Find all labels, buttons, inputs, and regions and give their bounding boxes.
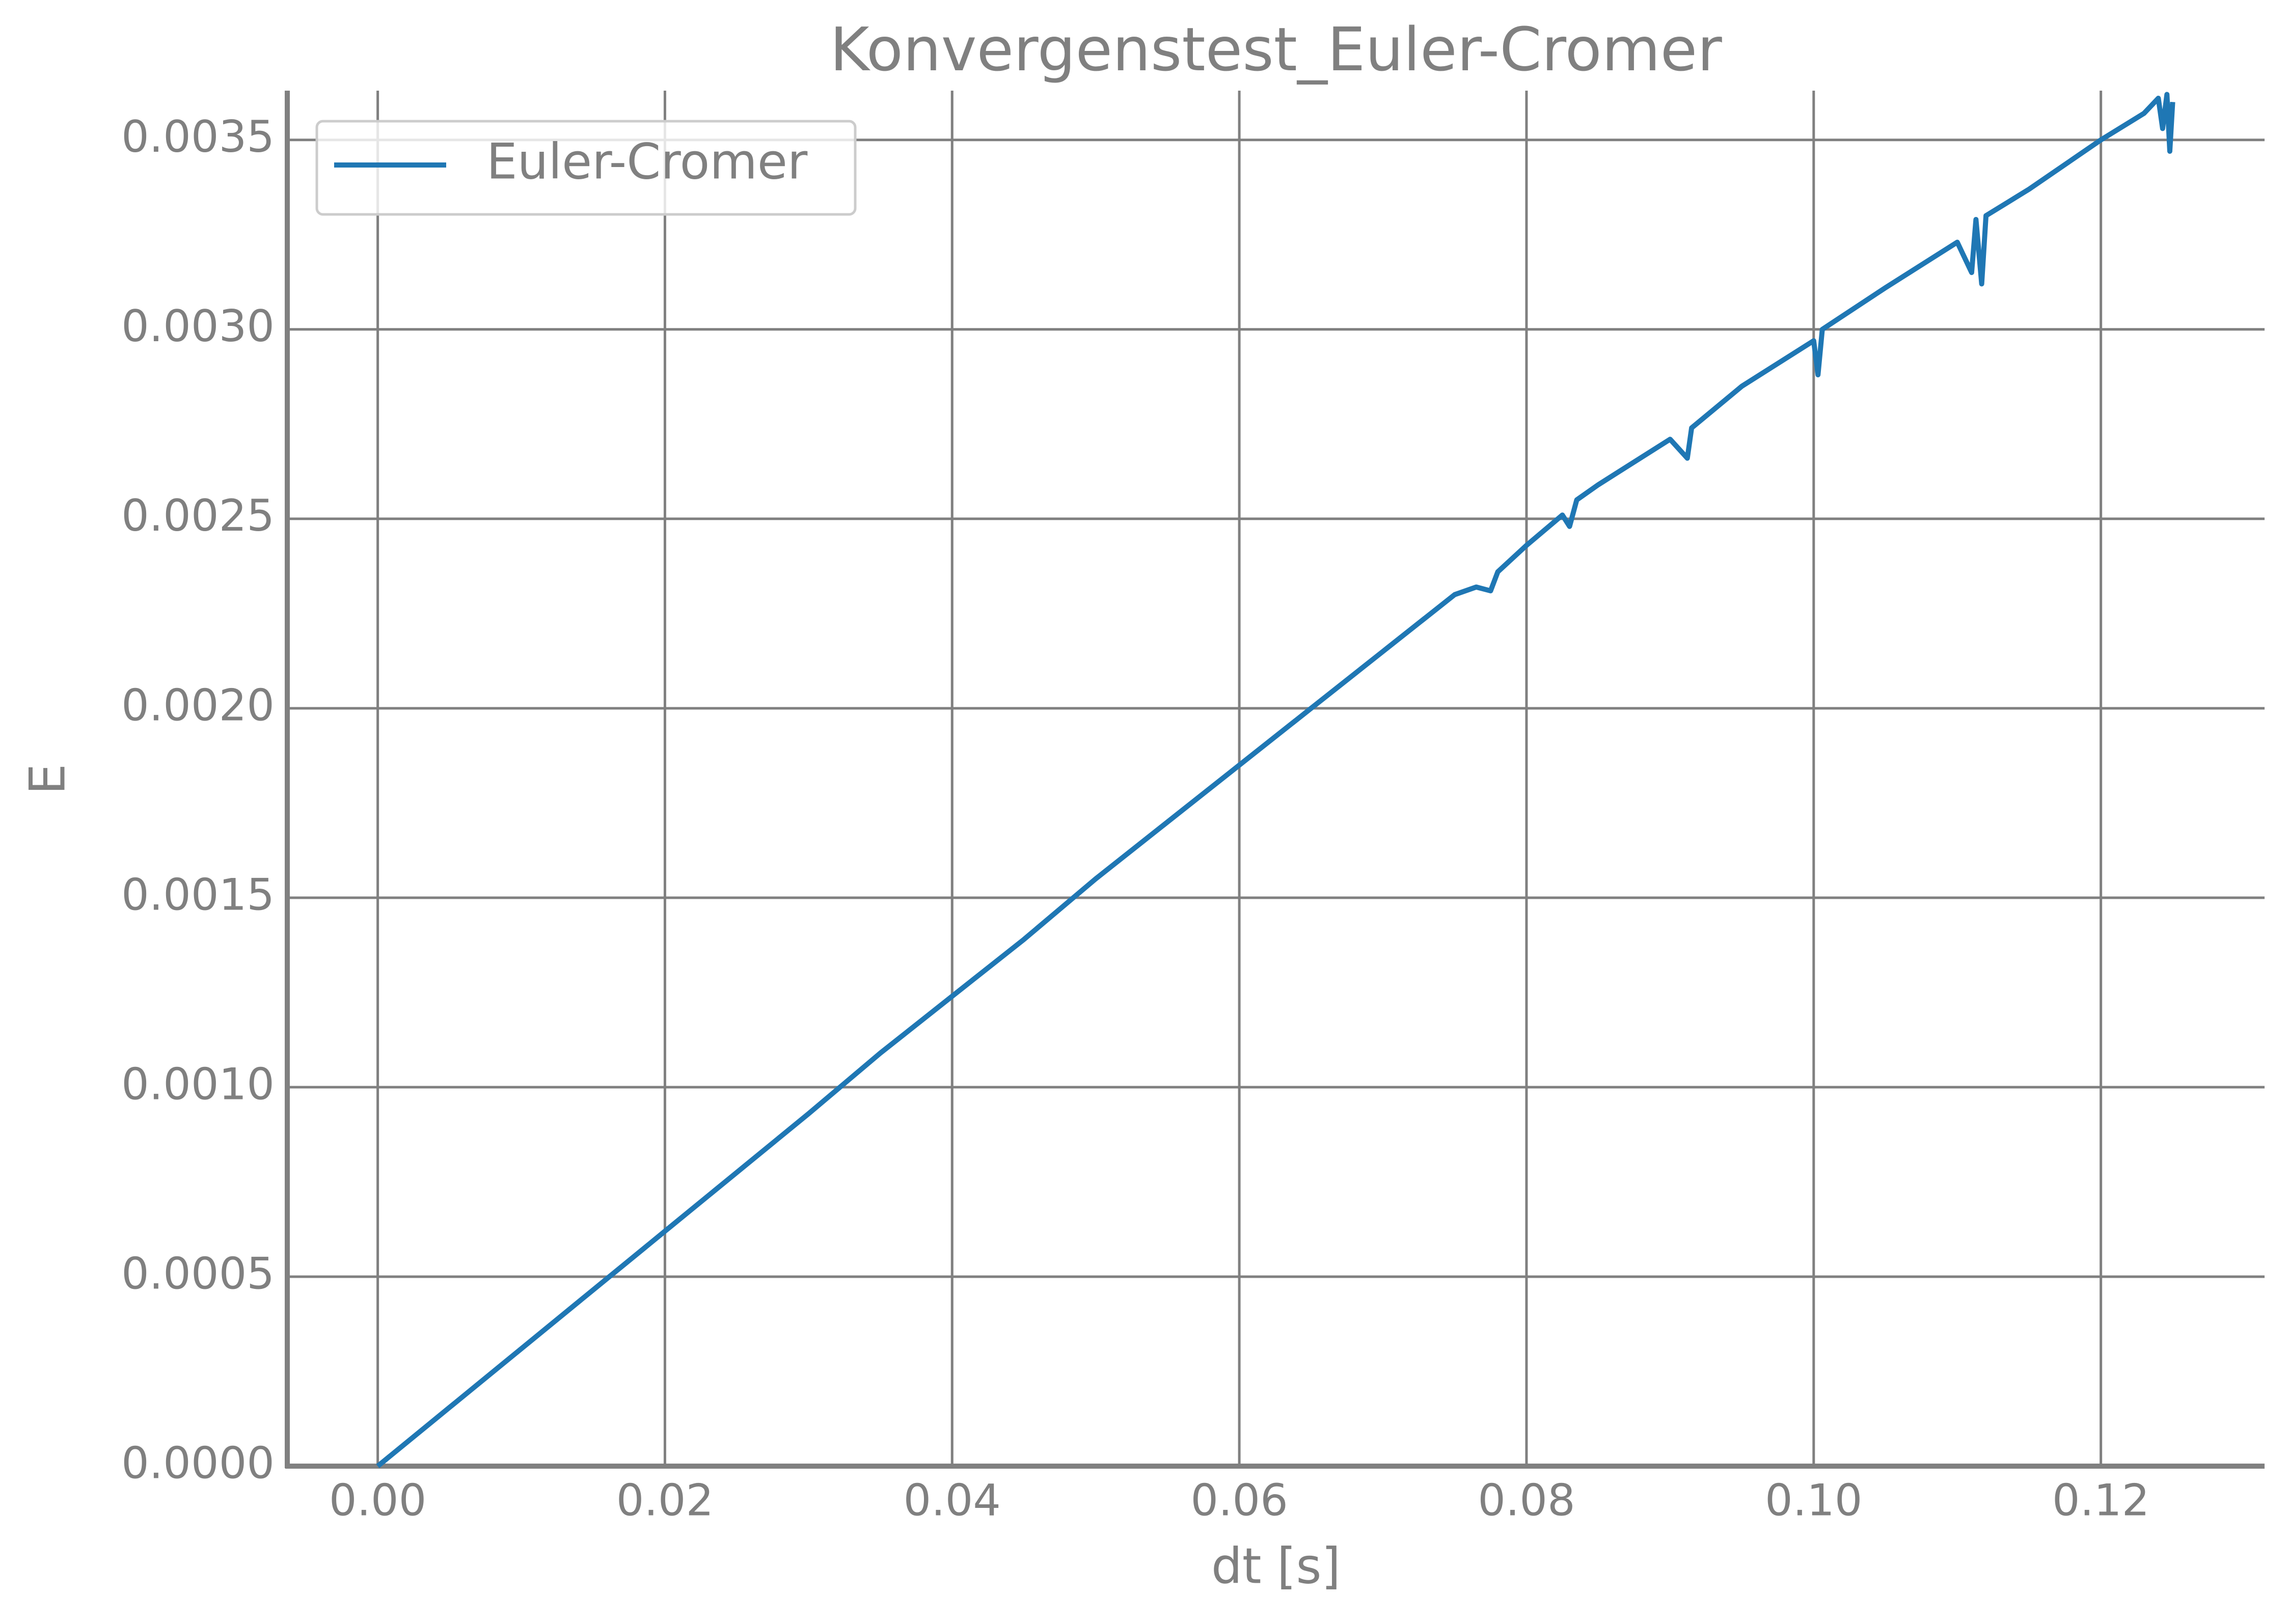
x-axis-label: dt [s] [1211,1537,1341,1594]
y-tick-label: 0.0015 [121,869,275,920]
y-tick-label: 0.0025 [121,490,275,541]
y-tick-label: 0.0030 [121,301,275,352]
x-tick-label: 0.00 [329,1475,426,1526]
x-tick-label: 0.02 [616,1475,714,1526]
data-line [376,92,2175,1468]
y-tick-label: 0.0035 [121,112,275,162]
x-tick-label: 0.04 [904,1475,1001,1526]
legend-box [315,120,857,216]
x-tick-label: 0.12 [2052,1475,2149,1526]
y-tick-label: 0.0020 [121,680,275,731]
x-tick-label: 0.06 [1190,1475,1288,1526]
y-tick-label: 0.0010 [121,1059,275,1110]
y-tick-label: 0.0005 [121,1248,275,1299]
x-tick-label: 0.08 [1478,1475,1575,1526]
legend-label: Euler-Cromer [486,133,808,190]
chart-title: Konvergenstest_Euler-Cromer [830,14,1722,85]
y-tick-label: 0.0000 [121,1438,275,1489]
x-tick-label: 0.10 [1765,1475,1862,1526]
y-axis-label: E [19,764,76,795]
